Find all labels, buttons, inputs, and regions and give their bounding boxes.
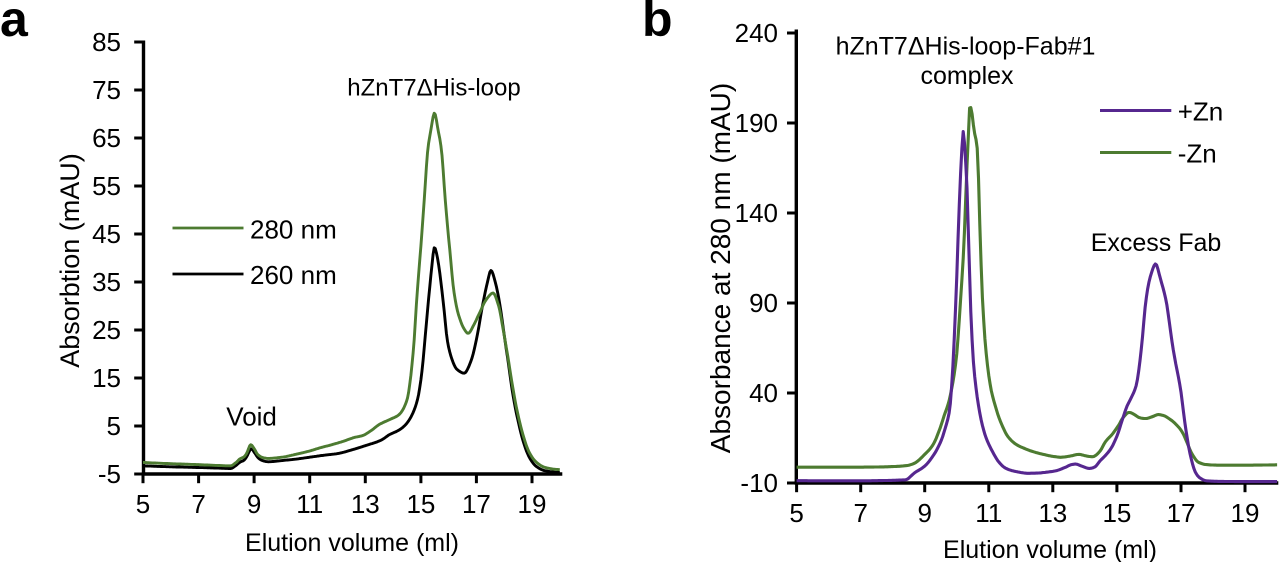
svg-text:90: 90 — [749, 288, 778, 318]
svg-text:9: 9 — [247, 489, 261, 519]
svg-text:Excess Fab: Excess Fab — [1091, 229, 1222, 257]
svg-text:complex: complex — [920, 62, 1014, 90]
svg-text:7: 7 — [191, 489, 205, 519]
svg-text:25: 25 — [92, 315, 121, 345]
svg-text:5: 5 — [107, 411, 121, 441]
svg-text:+Zn: +Zn — [1178, 97, 1224, 127]
svg-text:-10: -10 — [740, 468, 778, 498]
svg-text:-Zn: -Zn — [1178, 139, 1217, 169]
svg-text:11: 11 — [975, 498, 1002, 528]
svg-text:11: 11 — [296, 489, 323, 519]
svg-text:hZnT7ΔHis-loop-Fab#1: hZnT7ΔHis-loop-Fab#1 — [836, 33, 1096, 61]
svg-text:Elution volume (ml): Elution volume (ml) — [245, 529, 459, 557]
svg-text:15: 15 — [1102, 498, 1131, 528]
svg-text:Absorbance at 280 nm (mAU): Absorbance at 280 nm (mAU) — [705, 83, 736, 453]
svg-text:15: 15 — [92, 363, 121, 393]
svg-text:190: 190 — [735, 108, 778, 138]
svg-text:35: 35 — [92, 267, 121, 297]
svg-text:17: 17 — [1167, 498, 1196, 528]
svg-text:85: 85 — [92, 27, 121, 57]
svg-text:a: a — [0, 0, 29, 47]
svg-text:Void: Void — [226, 402, 277, 432]
svg-text:40: 40 — [749, 378, 778, 408]
svg-text:9: 9 — [917, 498, 931, 528]
svg-text:13: 13 — [1038, 498, 1067, 528]
svg-text:19: 19 — [518, 489, 547, 519]
svg-text:19: 19 — [1231, 498, 1260, 528]
svg-text:Elution volume (ml): Elution volume (ml) — [943, 536, 1157, 562]
svg-text:75: 75 — [92, 75, 121, 105]
svg-text:280 nm: 280 nm — [250, 214, 337, 244]
svg-text:55: 55 — [92, 171, 121, 201]
svg-text:260 nm: 260 nm — [250, 260, 337, 290]
svg-text:b: b — [642, 0, 673, 47]
svg-text:13: 13 — [351, 489, 380, 519]
svg-text:7: 7 — [853, 498, 867, 528]
svg-text:240: 240 — [735, 18, 778, 48]
svg-text:Absorbtion (mAU): Absorbtion (mAU) — [55, 153, 85, 368]
svg-text:17: 17 — [462, 489, 491, 519]
svg-text:hZnT7ΔHis-loop: hZnT7ΔHis-loop — [347, 75, 520, 102]
svg-text:-5: -5 — [98, 459, 121, 489]
svg-text:5: 5 — [136, 489, 150, 519]
svg-text:65: 65 — [92, 123, 121, 153]
svg-text:15: 15 — [406, 489, 435, 519]
svg-text:140: 140 — [735, 198, 778, 228]
svg-text:45: 45 — [92, 219, 121, 249]
svg-text:5: 5 — [789, 498, 803, 528]
